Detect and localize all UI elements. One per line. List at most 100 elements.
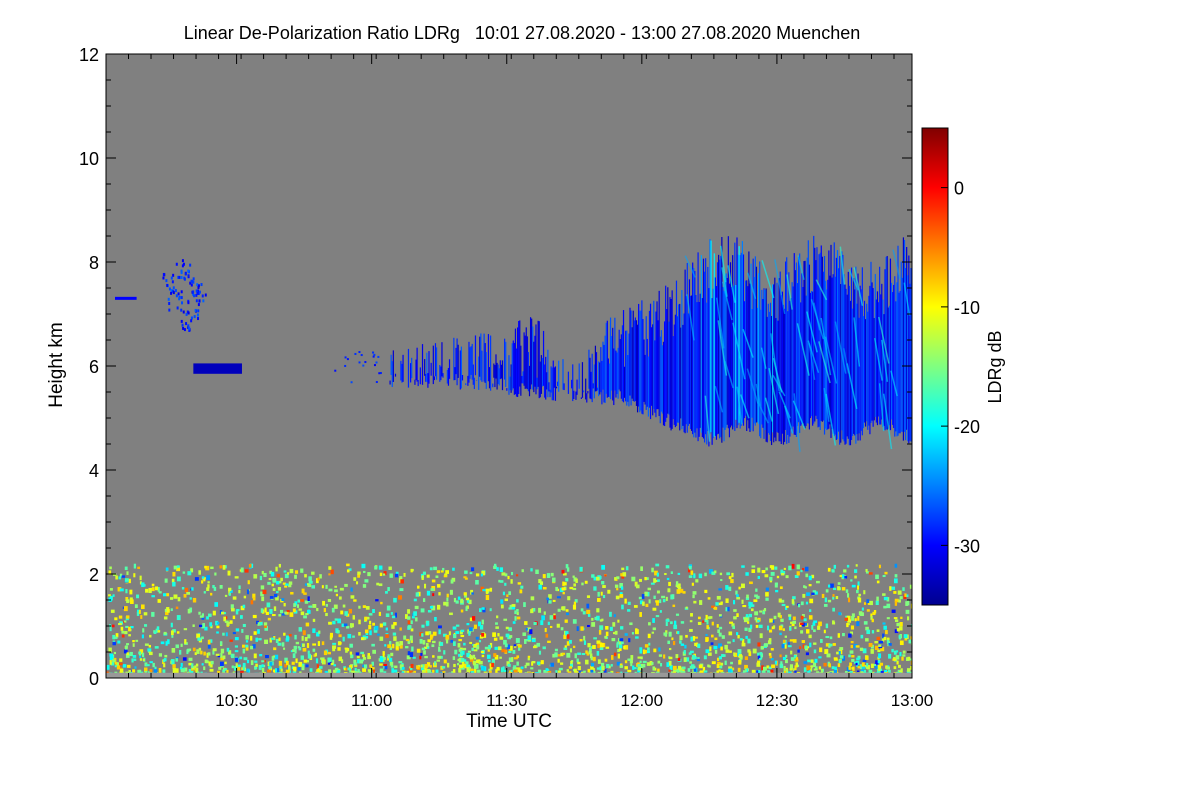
aerosol-pixel — [172, 629, 176, 633]
cloud-column — [525, 327, 527, 389]
cloud-column — [522, 371, 524, 384]
aerosol-pixel — [594, 616, 598, 621]
aerosol-pixel — [899, 652, 902, 657]
aerosol-pixel — [398, 661, 403, 664]
aerosol-pixel — [242, 604, 246, 609]
aerosol-pixel — [334, 585, 338, 588]
aerosol-pixel — [311, 571, 315, 575]
aerosol-pixel — [242, 623, 246, 628]
aerosol-pixel — [118, 615, 123, 619]
aerosol-pixel — [802, 644, 806, 649]
aerosol-pixel — [267, 581, 271, 585]
aerosol-pixel — [139, 575, 142, 581]
cloud-column — [534, 335, 536, 387]
aerosol-pixel — [229, 589, 233, 593]
aerosol-pixel — [468, 631, 471, 636]
cloud-column — [509, 376, 511, 391]
aerosol-pixel — [633, 605, 638, 608]
aerosol-pixel — [379, 657, 384, 663]
aerosol-pixel — [751, 565, 756, 568]
aerosol-pixel — [432, 640, 436, 644]
aerosol-pixel — [422, 664, 427, 670]
aerosol-pixel — [151, 611, 155, 617]
cloud-column — [718, 254, 720, 434]
aerosol-pixel — [662, 598, 666, 603]
aerosol-pixel — [473, 624, 478, 629]
aerosol-pixel — [360, 651, 365, 655]
aerosol-pixel — [249, 563, 254, 568]
aerosol-pixel — [142, 628, 145, 633]
cloud-column — [648, 310, 651, 408]
aerosol-pixel — [760, 653, 764, 658]
aerosol-pixel — [473, 665, 478, 670]
aerosol-pixel — [832, 620, 835, 625]
aerosol-pixel — [721, 654, 725, 658]
aerosol-pixel — [268, 666, 272, 669]
aerosol-pixel — [695, 642, 699, 647]
aerosol-pixel — [338, 656, 343, 662]
aerosol-pixel — [745, 572, 749, 576]
cloud-column — [439, 365, 441, 382]
aerosol-pixel — [637, 656, 641, 659]
aerosol-pixel — [733, 609, 737, 612]
aerosol-pixel — [516, 655, 520, 659]
aerosol-pixel — [572, 587, 577, 591]
cloud-column — [410, 363, 412, 383]
aerosol-pixel — [216, 625, 220, 629]
cloud-column — [674, 314, 676, 428]
cloud-column — [904, 268, 907, 441]
aerosol-pixel — [861, 607, 864, 611]
aerosol-pixel — [494, 654, 499, 660]
aerosol-pixel — [469, 668, 474, 672]
aerosol-pixel — [884, 571, 888, 575]
cloud-column — [797, 256, 800, 423]
aerosol-pixel — [769, 618, 773, 623]
aerosol-pixel — [110, 609, 115, 613]
cloud-column — [761, 289, 763, 425]
aerosol-pixel — [433, 566, 438, 571]
aerosol-pixel — [109, 655, 114, 661]
cloud-column — [729, 262, 732, 428]
aerosol-pixel — [596, 576, 600, 581]
aerosol-pixel — [725, 598, 729, 603]
aerosol-pixel — [691, 582, 694, 586]
aerosol-pixel — [516, 616, 521, 620]
aerosol-pixel — [389, 661, 394, 666]
aerosol-pixel — [328, 669, 332, 674]
y-axis-label: Height km — [46, 322, 67, 408]
cloud-column — [862, 316, 865, 429]
aerosol-pixel — [226, 669, 229, 675]
cloud-speck — [362, 364, 365, 367]
cloud-streak — [810, 299, 825, 340]
aerosol-pixel — [601, 581, 605, 585]
aerosol-pixel — [744, 664, 748, 670]
cloud-column — [790, 298, 792, 430]
aerosol-pixel — [338, 634, 342, 638]
cloud-column — [531, 318, 533, 385]
cloud-speck — [165, 279, 168, 283]
cloud-column — [528, 365, 531, 397]
aerosol-pixel — [325, 612, 328, 617]
aerosol-pixel — [895, 650, 899, 653]
aerosol-pixel — [494, 646, 498, 650]
cloud-column — [815, 260, 817, 416]
cloud-column — [746, 280, 748, 431]
cloud-column — [631, 327, 633, 399]
aerosol-pixel — [475, 642, 480, 645]
aerosol-pixel — [441, 666, 446, 669]
cloud-column — [428, 351, 430, 384]
aerosol-pixel — [399, 627, 402, 631]
aerosol-pixel — [503, 639, 507, 645]
cloud-column — [894, 276, 896, 437]
cloud-column — [727, 236, 729, 429]
aerosol-pixel — [278, 660, 283, 666]
cloud-column — [756, 307, 759, 423]
aerosol-pixel — [857, 666, 861, 669]
aerosol-pixel — [771, 664, 776, 668]
aerosol-pixel — [288, 633, 292, 637]
cloud-column — [554, 366, 557, 401]
aerosol-pixel — [725, 607, 729, 612]
aerosol-pixel — [790, 621, 794, 624]
aerosol-pixel — [277, 642, 282, 646]
aerosol-pixel — [582, 611, 586, 615]
